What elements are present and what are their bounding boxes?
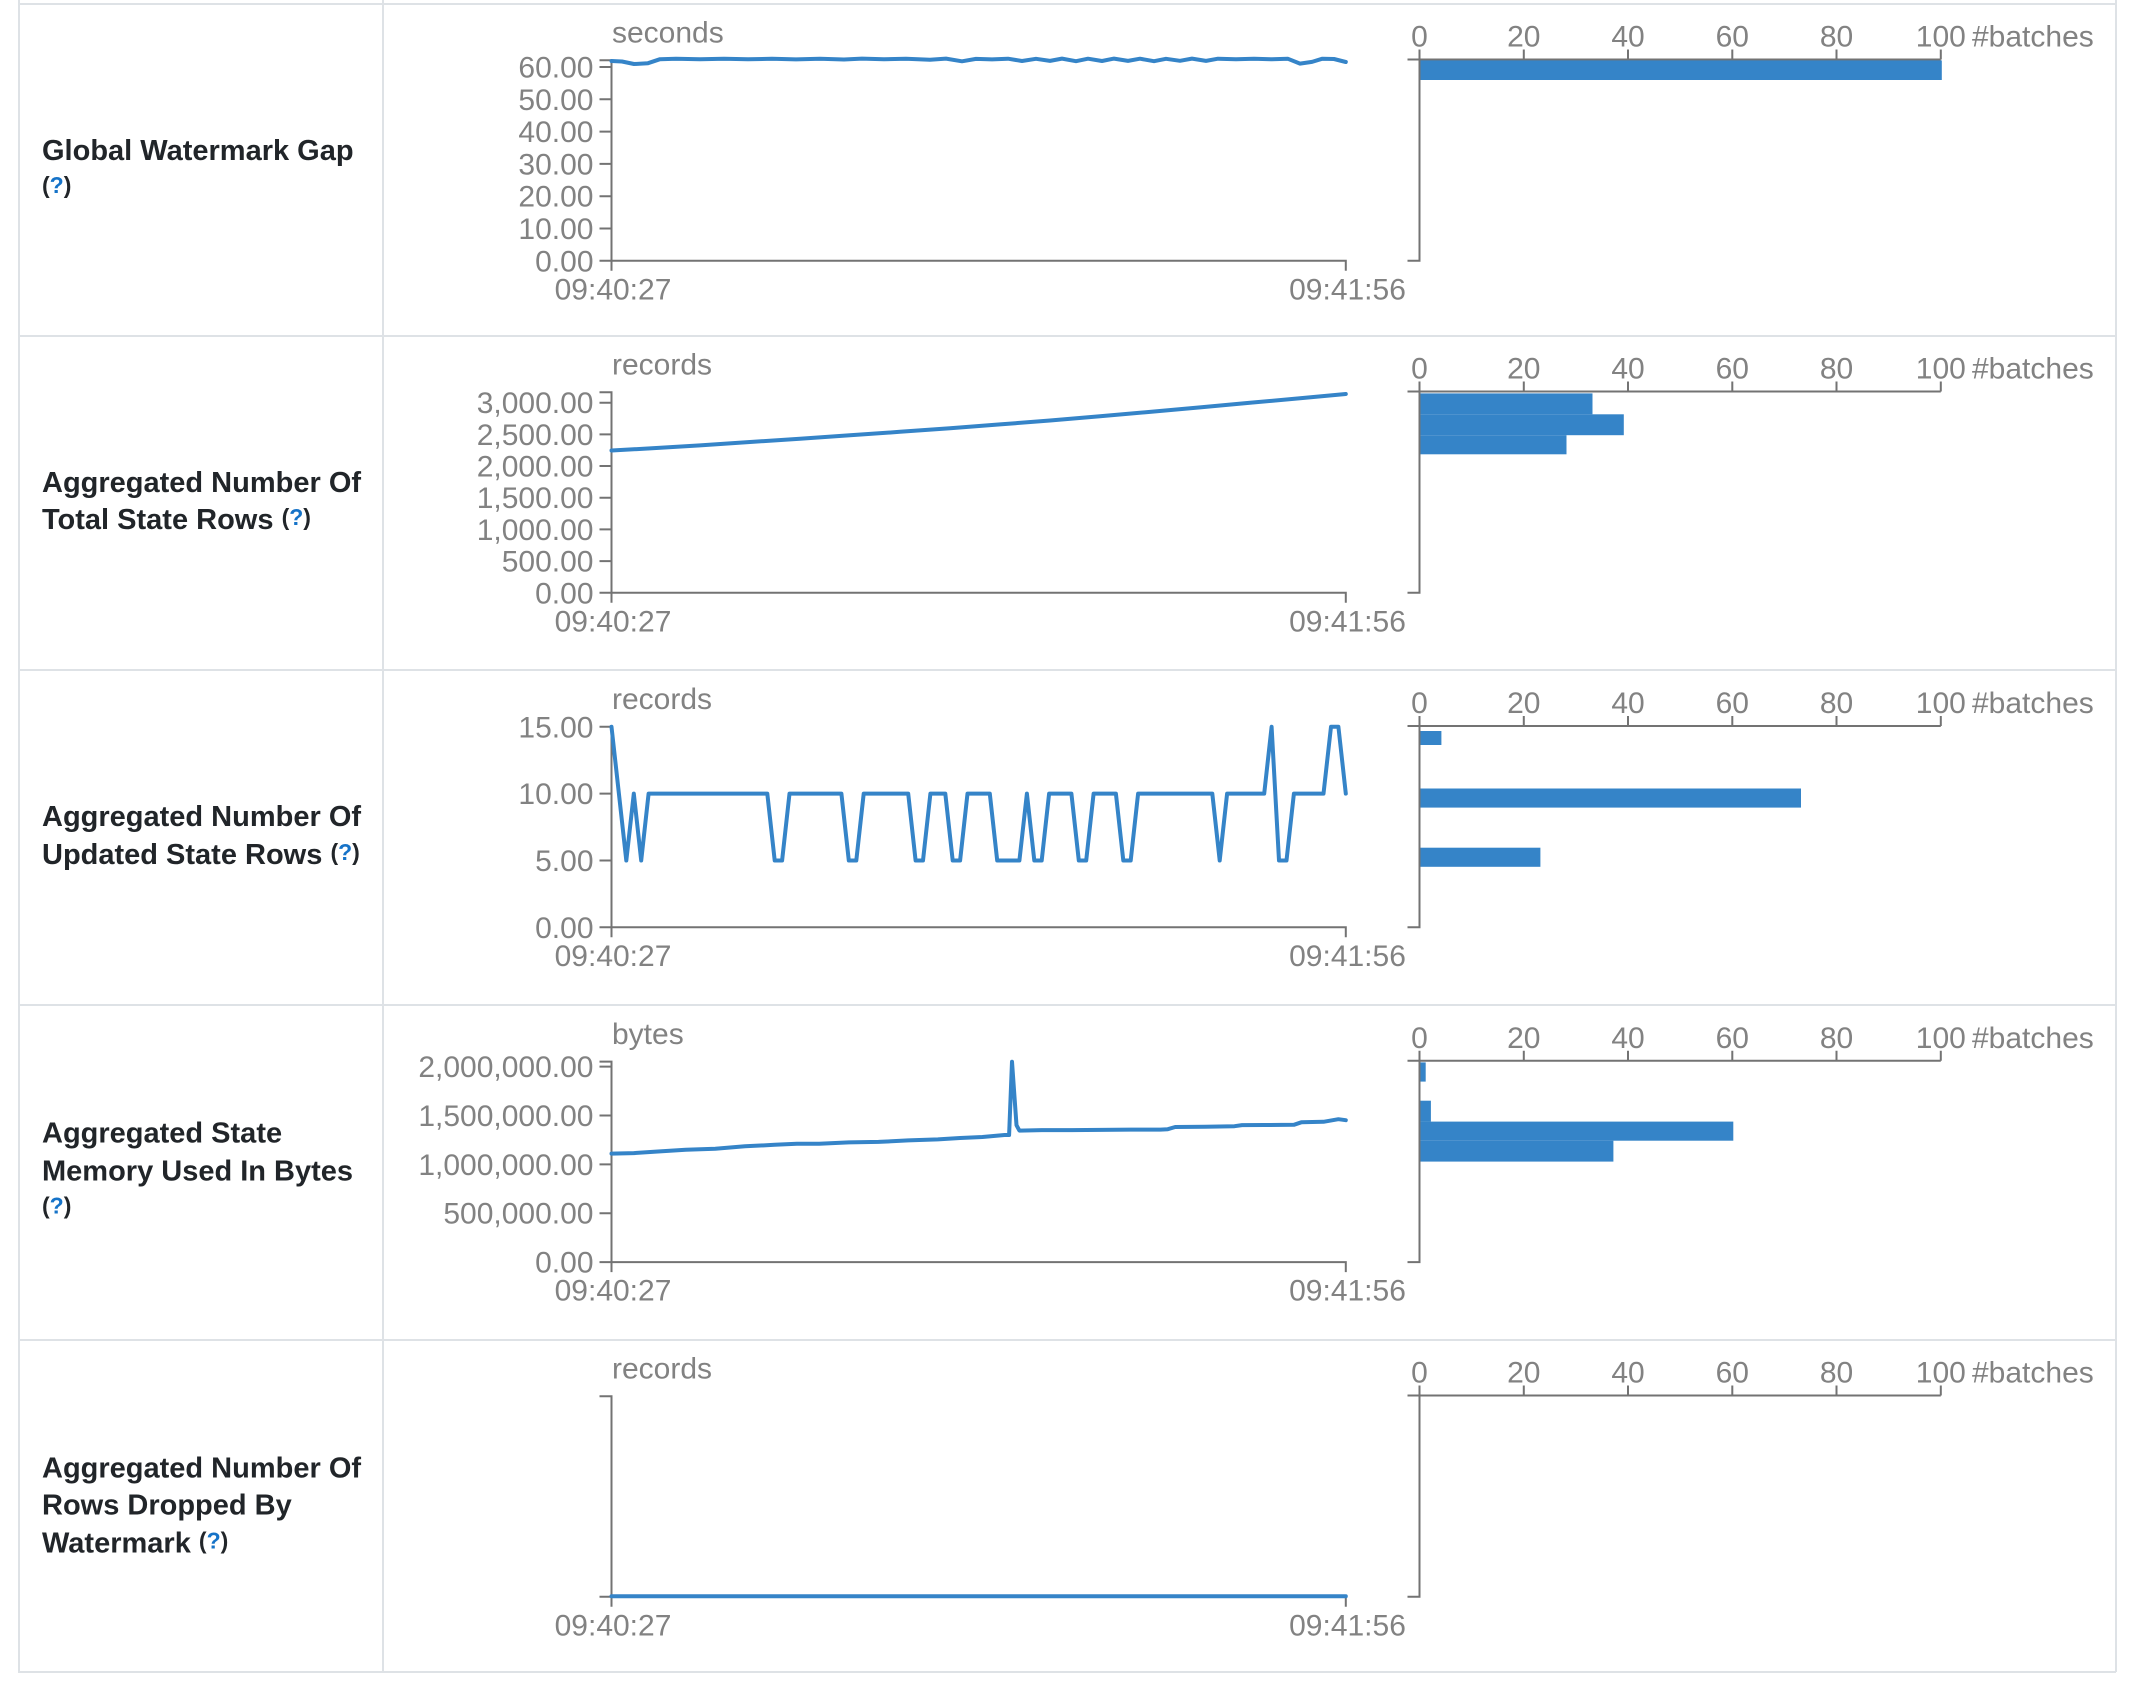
svg-text:0: 0: [1411, 21, 1428, 54]
svg-text:09:40:27: 09:40:27: [555, 940, 672, 973]
svg-text:09:40:27: 09:40:27: [555, 1609, 672, 1642]
svg-text:100: 100: [1916, 1357, 1966, 1390]
svg-text:50.00: 50.00: [518, 84, 593, 117]
svg-text:09:40:27: 09:40:27: [555, 1275, 672, 1308]
svg-text:80: 80: [1820, 1022, 1853, 1055]
svg-text:0: 0: [1411, 1357, 1428, 1390]
svg-text:15.00: 15.00: [518, 711, 593, 744]
svg-text:2,000.00: 2,000.00: [477, 451, 594, 484]
svg-text:10.00: 10.00: [518, 213, 593, 246]
svg-text:bytes: bytes: [612, 1018, 684, 1051]
svg-text:0: 0: [1411, 687, 1428, 720]
svg-text:0.00: 0.00: [535, 577, 593, 610]
svg-text:09:40:27: 09:40:27: [555, 605, 672, 638]
svg-text:#batches: #batches: [1972, 1022, 2094, 1055]
svg-text:2,500.00: 2,500.00: [477, 419, 594, 452]
svg-text:60: 60: [1716, 1022, 1749, 1055]
svg-text:5.00: 5.00: [535, 845, 593, 878]
svg-text:80: 80: [1820, 1357, 1853, 1390]
svg-text:09:41:56: 09:41:56: [1289, 1609, 1406, 1642]
svg-text:records: records: [612, 1353, 712, 1386]
svg-text:1,500.00: 1,500.00: [477, 482, 594, 515]
svg-text:seconds: seconds: [612, 17, 724, 50]
svg-text:80: 80: [1820, 21, 1853, 54]
svg-text:20: 20: [1507, 1022, 1540, 1055]
svg-text:09:41:56: 09:41:56: [1289, 940, 1406, 973]
svg-text:09:41:56: 09:41:56: [1289, 273, 1406, 306]
svg-text:30.00: 30.00: [518, 148, 593, 181]
svg-text:1,000,000.00: 1,000,000.00: [418, 1149, 593, 1182]
svg-text:09:40:27: 09:40:27: [555, 273, 672, 306]
svg-text:60: 60: [1716, 21, 1749, 54]
svg-text:09:41:56: 09:41:56: [1289, 1275, 1406, 1308]
svg-text:20: 20: [1507, 687, 1540, 720]
svg-text:40: 40: [1611, 1022, 1644, 1055]
svg-text:60: 60: [1716, 687, 1749, 720]
svg-text:100: 100: [1916, 353, 1966, 386]
svg-text:100: 100: [1916, 21, 1966, 54]
svg-text:500,000.00: 500,000.00: [443, 1198, 593, 1231]
svg-text:#batches: #batches: [1972, 687, 2094, 720]
svg-text:#batches: #batches: [1972, 1357, 2094, 1390]
svg-text:#batches: #batches: [1972, 353, 2094, 386]
svg-text:40: 40: [1611, 353, 1644, 386]
svg-text:0: 0: [1411, 1022, 1428, 1055]
svg-text:40.00: 40.00: [518, 116, 593, 149]
svg-text:40: 40: [1611, 687, 1644, 720]
svg-text:20: 20: [1507, 21, 1540, 54]
svg-text:1,000.00: 1,000.00: [477, 514, 594, 547]
svg-text:#batches: #batches: [1972, 21, 2094, 54]
svg-text:60.00: 60.00: [518, 52, 593, 85]
svg-text:0: 0: [1411, 353, 1428, 386]
svg-text:100: 100: [1916, 687, 1966, 720]
svg-text:40: 40: [1611, 1357, 1644, 1390]
svg-text:records: records: [612, 349, 712, 382]
svg-text:3,000.00: 3,000.00: [477, 387, 594, 420]
svg-text:1,500,000.00: 1,500,000.00: [418, 1100, 593, 1133]
svg-text:20: 20: [1507, 353, 1540, 386]
svg-text:60: 60: [1716, 1357, 1749, 1390]
svg-text:0.00: 0.00: [535, 1247, 593, 1280]
svg-text:10.00: 10.00: [518, 778, 593, 811]
svg-text:60: 60: [1716, 353, 1749, 386]
svg-text:40: 40: [1611, 21, 1644, 54]
svg-text:80: 80: [1820, 353, 1853, 386]
svg-text:2,000,000.00: 2,000,000.00: [418, 1051, 593, 1084]
svg-text:100: 100: [1916, 1022, 1966, 1055]
svg-text:20: 20: [1507, 1357, 1540, 1390]
svg-text:09:41:56: 09:41:56: [1289, 605, 1406, 638]
svg-text:80: 80: [1820, 687, 1853, 720]
svg-text:0.00: 0.00: [535, 245, 593, 278]
svg-text:records: records: [612, 683, 712, 716]
svg-text:0.00: 0.00: [535, 912, 593, 945]
svg-text:500.00: 500.00: [502, 546, 594, 579]
svg-text:20.00: 20.00: [518, 181, 593, 214]
